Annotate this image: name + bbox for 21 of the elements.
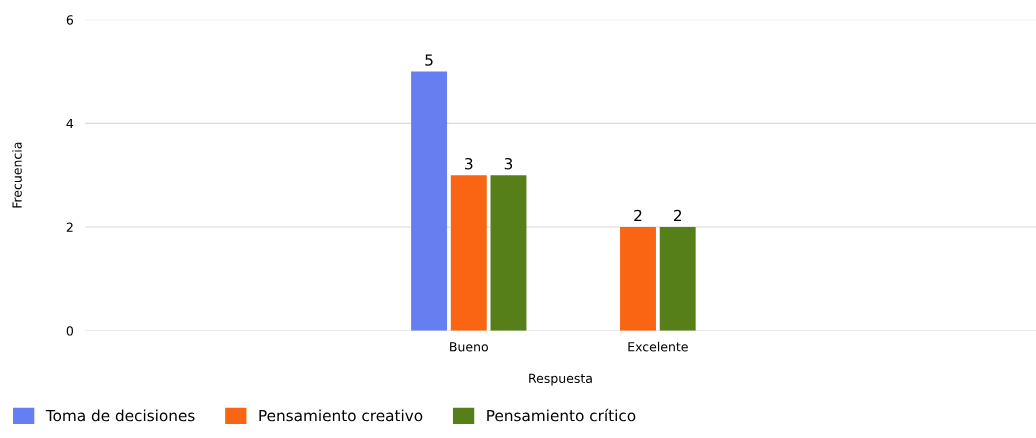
legend-label: Toma de decisiones	[45, 409, 195, 422]
bar	[620, 227, 656, 331]
data-label: 3	[504, 157, 513, 170]
legend-label: Pensamiento crítico	[487, 408, 636, 422]
bar	[450, 175, 487, 331]
x-tick-label: Bueno	[450, 342, 488, 352]
data-label: 5	[425, 54, 433, 66]
y-tick-label: 4	[66, 119, 74, 129]
data-label: 2	[634, 209, 642, 222]
y-tick-label: 0	[66, 326, 74, 336]
data-label: 2	[673, 209, 682, 222]
x-axis-title: Respuesta	[529, 373, 592, 386]
y-axis-title: Frecuencia	[12, 142, 22, 208]
x-tick-label: Excelente	[628, 341, 688, 352]
data-label: 3	[465, 157, 473, 170]
y-tick-label: 2	[66, 222, 73, 232]
bar	[411, 71, 448, 331]
bar	[659, 227, 696, 331]
legend-label: Pensamiento creativo	[259, 409, 423, 422]
bar	[490, 175, 527, 331]
y-tick-label: 6	[66, 15, 74, 25]
